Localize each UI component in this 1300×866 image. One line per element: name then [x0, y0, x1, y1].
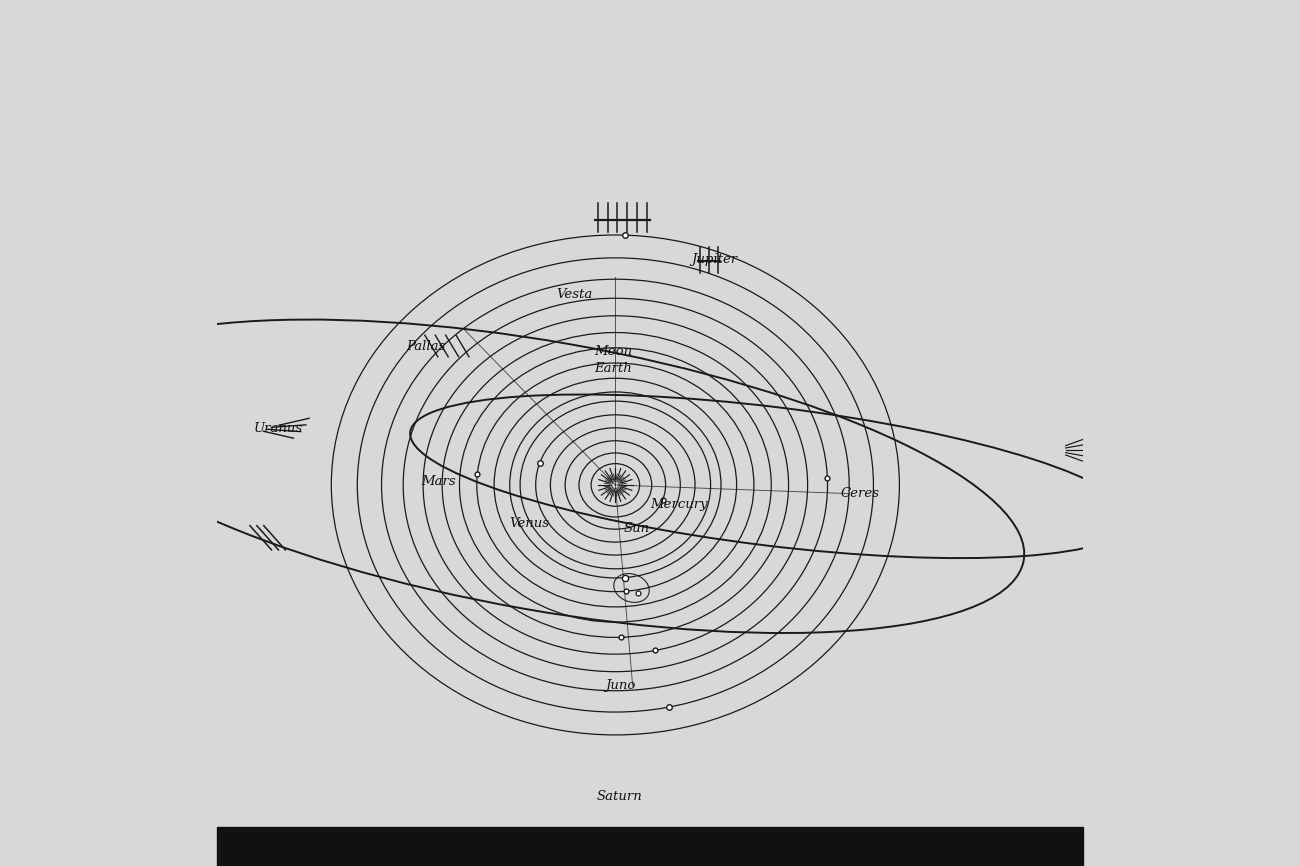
- Text: Venus: Venus: [510, 517, 550, 531]
- Text: Saturn: Saturn: [597, 790, 642, 804]
- Text: Vesta: Vesta: [556, 288, 593, 301]
- Text: Mars: Mars: [421, 475, 456, 488]
- Text: Moon: Moon: [594, 345, 633, 359]
- Text: Earth: Earth: [594, 361, 632, 375]
- Text: Juno: Juno: [604, 679, 636, 693]
- Bar: [217, 827, 1083, 866]
- Text: Jupiter: Jupiter: [692, 253, 738, 267]
- Text: Sun: Sun: [624, 521, 650, 535]
- Text: Uranus: Uranus: [254, 422, 303, 436]
- Text: Mercury: Mercury: [650, 497, 707, 511]
- Text: Pallas: Pallas: [406, 339, 445, 353]
- Text: Ceres: Ceres: [841, 487, 880, 501]
